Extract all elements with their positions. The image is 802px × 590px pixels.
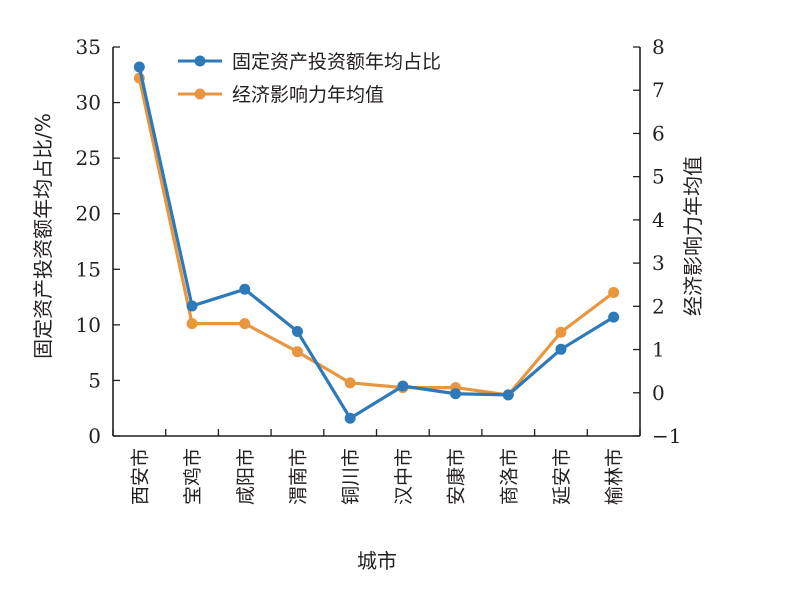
x-tick-label: 渭南市 xyxy=(287,448,309,505)
x-tick-label: 西安市 xyxy=(129,448,151,505)
data-point xyxy=(186,300,198,312)
legend-swatch-marker-0 xyxy=(194,55,206,67)
y-tick-label: 15 xyxy=(76,257,101,281)
y-tick-label: 35 xyxy=(76,35,101,59)
series-1 xyxy=(133,72,620,401)
data-point xyxy=(450,388,462,400)
y-tick-label: 5 xyxy=(88,368,101,392)
y2-tick-label: 5 xyxy=(652,165,665,189)
y-tick-label: 0 xyxy=(88,424,101,448)
x-tick-label: 咸阳市 xyxy=(235,448,257,505)
data-point xyxy=(502,389,514,401)
y2-tick-label: −1 xyxy=(652,424,681,448)
data-point xyxy=(397,380,409,392)
y-axis-title: 固定资产投资额年均占比/% xyxy=(31,113,55,359)
series-layer xyxy=(133,61,620,424)
series-line xyxy=(137,66,615,420)
data-point xyxy=(239,283,251,295)
series-0 xyxy=(133,61,620,424)
data-point xyxy=(239,318,251,330)
x-tick-label: 安康市 xyxy=(446,448,468,505)
y2-tick-label: 2 xyxy=(652,294,665,318)
y2-tick-label: 7 xyxy=(652,78,665,102)
x-tick-label: 汉中市 xyxy=(393,448,415,505)
data-point xyxy=(291,346,303,358)
x-ticks: 西安市 宝鸡市 咸阳市 渭南市 铜川市 汉中市 安康市 商洛市 延安市 榆林市 xyxy=(112,429,641,505)
legend-item-0: 固定资产投资额年均占比 xyxy=(178,51,441,73)
legend-swatch-marker-1 xyxy=(194,88,206,100)
data-point xyxy=(608,287,620,299)
legend-item-1: 经济影响力年均值 xyxy=(178,84,384,106)
data-point xyxy=(344,377,356,389)
x-tick-label: 榆林市 xyxy=(604,448,626,505)
x-tick-label: 宝鸡市 xyxy=(182,448,204,505)
legend-label-0: 固定资产投资额年均占比 xyxy=(232,51,441,73)
y2-tick-label: 8 xyxy=(652,35,665,59)
y2-tick-label: 6 xyxy=(652,121,665,145)
data-point xyxy=(291,326,303,338)
legend: 固定资产投资额年均占比 经济影响力年均值 xyxy=(178,51,441,106)
data-point xyxy=(608,311,620,323)
y2-tick-label: 4 xyxy=(652,208,665,232)
y2-axis-title: 经济影响力年均值 xyxy=(681,156,705,316)
data-point xyxy=(186,318,198,330)
x-tick-label: 铜川市 xyxy=(340,448,362,505)
series-line xyxy=(137,77,615,397)
data-point xyxy=(133,61,145,73)
y2-tick-label: 1 xyxy=(652,338,665,362)
y-tick-label: 10 xyxy=(76,313,101,337)
y2-tick-label: 0 xyxy=(652,381,665,405)
x-tick-label: 商洛市 xyxy=(498,448,520,505)
legend-label-1: 经济影响力年均值 xyxy=(232,84,384,106)
data-point xyxy=(344,412,356,424)
right-ticks: −1 0 1 2 3 4 5 6 7 8 xyxy=(633,35,681,448)
y-tick-label: 30 xyxy=(76,91,101,115)
left-ticks: 0 5 10 15 20 25 30 35 xyxy=(76,35,120,448)
y-tick-label: 25 xyxy=(76,146,101,170)
data-point xyxy=(555,326,567,338)
x-axis-title: 城市 xyxy=(357,549,397,573)
y2-tick-label: 3 xyxy=(652,251,665,275)
y-tick-label: 20 xyxy=(76,202,101,226)
x-tick-label: 延安市 xyxy=(551,448,573,505)
data-point xyxy=(555,343,567,355)
